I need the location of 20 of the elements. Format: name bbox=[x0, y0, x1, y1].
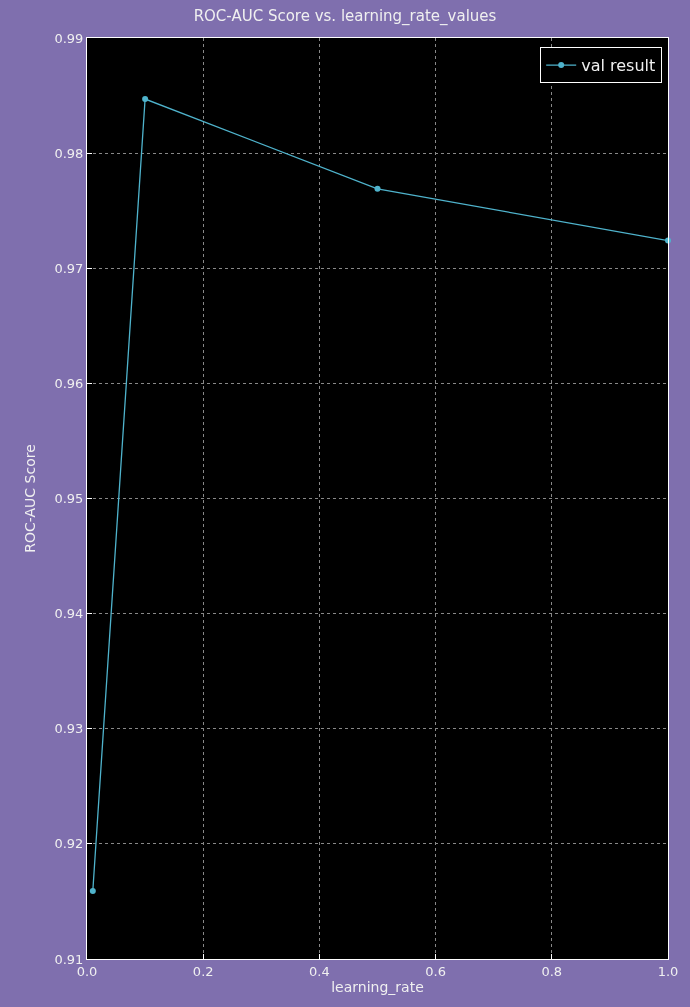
x-axis-title: learning_rate bbox=[331, 978, 424, 995]
x-tick-label: 0.2 bbox=[192, 963, 214, 979]
legend-label: val result bbox=[581, 56, 656, 76]
y-axis-title: ROC-AUC Score bbox=[22, 444, 39, 553]
y-tick-label: 0.94 bbox=[54, 606, 84, 622]
y-tick-label: 0.97 bbox=[54, 260, 84, 276]
point bbox=[142, 96, 149, 103]
x-tick-label: 0.6 bbox=[425, 963, 446, 979]
y-tick-label: 0.99 bbox=[54, 30, 84, 46]
point bbox=[374, 185, 381, 192]
point bbox=[89, 888, 96, 895]
x-tick-label: 1.0 bbox=[657, 963, 679, 979]
y-tick-label: 0.92 bbox=[54, 836, 84, 852]
y-tick-label: 0.95 bbox=[54, 491, 84, 507]
y-tick-label: 0.93 bbox=[54, 721, 84, 737]
chart-title: ROC-AUC Score vs. learning_rate_values bbox=[193, 6, 497, 26]
y-tick-label: 0.96 bbox=[54, 375, 84, 391]
x-tick-label: 0.4 bbox=[309, 963, 330, 979]
x-tick-label: 0.8 bbox=[541, 963, 563, 979]
y-tick-label: 0.98 bbox=[54, 145, 84, 161]
